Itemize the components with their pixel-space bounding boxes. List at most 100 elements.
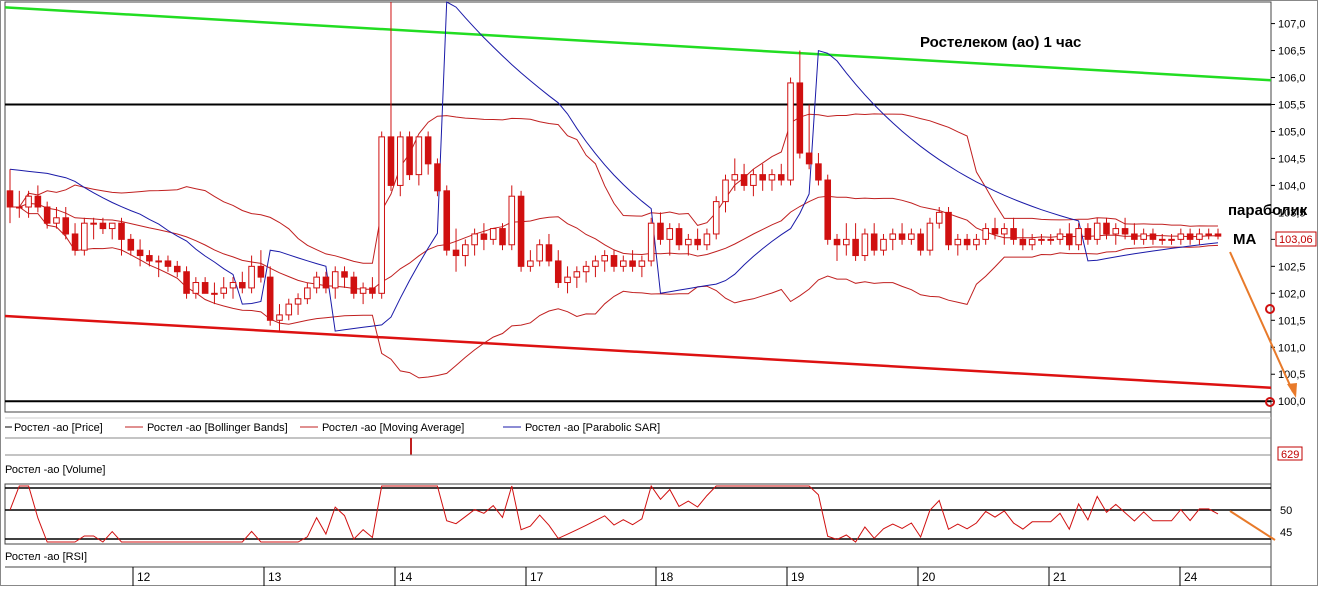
candle-body	[638, 260, 646, 267]
price-tick-label: 103,5	[1278, 207, 1306, 219]
candle	[945, 207, 952, 251]
rsi-tick-50: 50	[1280, 505, 1292, 517]
candle-body	[815, 163, 822, 181]
candle	[954, 233, 962, 256]
support-trendline	[4, 314, 1272, 389]
candle-body	[1038, 238, 1045, 241]
candle	[1205, 228, 1212, 240]
candle-body	[1112, 228, 1120, 235]
candle-body	[220, 287, 228, 294]
candle	[666, 223, 674, 256]
candle-body	[982, 228, 989, 240]
candle-body	[434, 163, 441, 192]
candle	[396, 131, 404, 197]
time-tick-label: 13	[268, 570, 282, 584]
candle-body	[331, 271, 339, 289]
candle-body	[229, 282, 237, 289]
candle	[657, 212, 664, 245]
candle	[127, 233, 135, 256]
forecast-arrow-rsi	[1229, 510, 1276, 541]
parabolic-sar-line	[9, 1, 1219, 332]
candle-body	[211, 292, 218, 295]
candle	[545, 233, 553, 267]
candle-body	[508, 195, 516, 246]
candle-body	[1066, 233, 1073, 246]
candle	[257, 250, 265, 283]
candle-body	[666, 228, 674, 240]
candle-body	[805, 152, 813, 165]
candle	[192, 277, 200, 299]
candle	[118, 217, 125, 256]
candle-body	[926, 222, 934, 251]
candle-body	[99, 222, 107, 230]
candle-body	[536, 244, 543, 262]
candle-body	[424, 136, 432, 165]
candle-body	[183, 271, 190, 294]
candle-body	[898, 233, 906, 240]
candle-body	[777, 174, 785, 181]
candle	[759, 163, 766, 191]
candle-body	[740, 174, 748, 186]
candle-body	[192, 282, 200, 294]
candle-body	[647, 222, 655, 262]
candle	[508, 185, 516, 251]
candle	[620, 255, 627, 272]
candle-body	[406, 136, 413, 176]
legend-volume: Ростел -ао [Volume]	[5, 464, 105, 476]
candle-body	[759, 174, 766, 181]
candle	[1000, 223, 1008, 245]
resistance-trendline	[4, 6, 1272, 82]
candle	[1186, 228, 1194, 245]
candle	[369, 277, 376, 299]
candle-body	[843, 238, 850, 246]
candle	[731, 158, 739, 191]
candle-body	[1149, 233, 1157, 240]
time-tick-label: 21	[1053, 570, 1067, 584]
candle-body	[266, 276, 274, 321]
candle-body	[452, 249, 460, 257]
candle	[294, 293, 302, 315]
candle-body	[25, 195, 32, 208]
price-tick-label: 100,0	[1278, 396, 1306, 408]
candle	[768, 169, 776, 191]
time-tick-label: 20	[922, 570, 936, 584]
candle-body	[582, 265, 590, 273]
candle-body	[1177, 233, 1185, 240]
candle	[443, 185, 451, 256]
candle-body	[276, 314, 283, 321]
ma-label: МА	[1233, 231, 1256, 248]
candle-body	[239, 282, 246, 289]
candle	[16, 190, 23, 218]
price-tick-label: 101,0	[1278, 342, 1306, 354]
candle-body	[657, 222, 664, 240]
candle	[787, 77, 794, 186]
candle-body	[313, 276, 320, 289]
candle	[629, 250, 636, 272]
candle	[155, 255, 162, 278]
candle	[889, 228, 897, 251]
volume-value: 629	[1281, 449, 1299, 461]
candle	[43, 201, 51, 229]
time-tick-label: 12	[137, 570, 151, 584]
candle-body	[731, 174, 739, 181]
chart-title: Ростелеком (ао) 1 час	[920, 34, 1081, 51]
candle	[926, 217, 934, 256]
candle-body	[1168, 238, 1175, 241]
candle-body	[127, 238, 135, 251]
candle	[285, 298, 293, 321]
candle	[462, 239, 469, 267]
candle	[908, 228, 915, 245]
candle-body	[1093, 222, 1101, 240]
candle-body	[954, 238, 962, 246]
candle-body	[1186, 233, 1194, 240]
candle	[1196, 228, 1203, 245]
candle-body	[1131, 233, 1138, 240]
candle	[239, 271, 246, 294]
candle	[935, 207, 943, 229]
candle-body	[201, 282, 209, 294]
candle	[1121, 217, 1129, 240]
candle	[712, 196, 720, 240]
candle-body	[768, 174, 776, 181]
candle-body	[499, 228, 506, 246]
